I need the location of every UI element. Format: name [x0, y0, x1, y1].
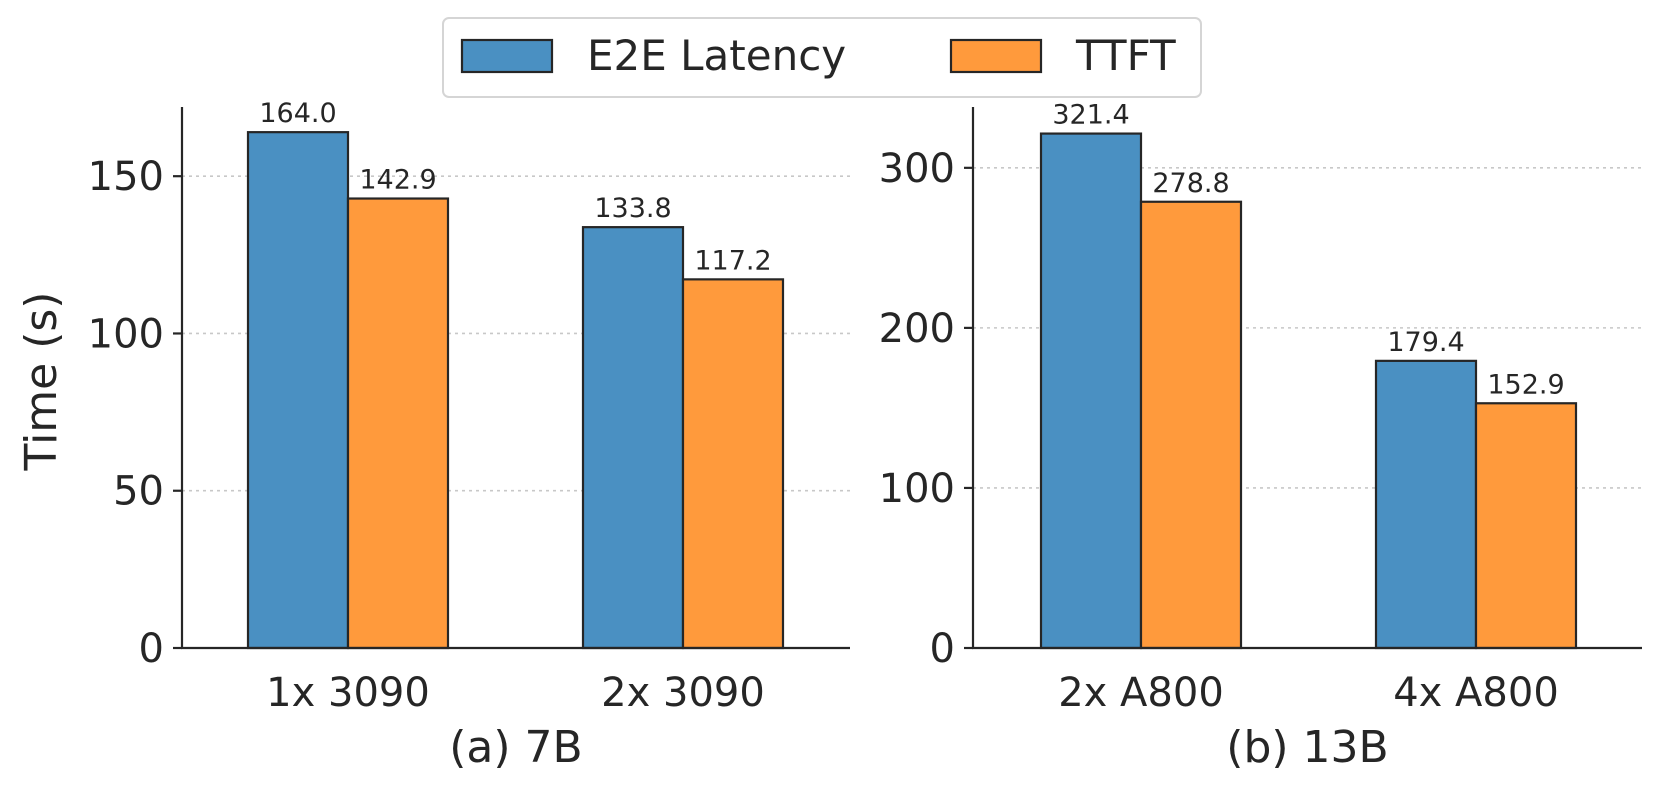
- category-label-a-0: 1x 3090: [266, 670, 430, 716]
- value-label-a-e2e-latency-0: 164.0: [259, 98, 336, 129]
- legend-label-e2e-latency: E2E Latency: [587, 31, 846, 80]
- panel-b: 321.4 278.8 2x A800 179.4 152.9 4x A800 0 100 20…: [879, 100, 1642, 773]
- bar-b-ttft-1: [1474, 402, 1578, 650]
- bar-b-e2e-latency-1: [1374, 359, 1478, 650]
- value-label-a-ttft-1: 117.2: [694, 245, 771, 276]
- category-label-b-0: 2x A800: [1058, 670, 1224, 716]
- y-tick-label-b-0: 0: [930, 626, 955, 672]
- legend-swatch-e2e-latency: [460, 38, 554, 74]
- value-label-b-e2e-latency-0: 321.4: [1052, 100, 1129, 131]
- y-tick-label-a-0: 0: [139, 626, 164, 672]
- legend: E2E Latency TTFT: [442, 17, 1202, 98]
- y-tick-label-b-2: 200: [879, 306, 955, 352]
- y-tick-label-b-1: 100: [879, 466, 955, 512]
- y-axis-label: Time (s): [16, 292, 67, 472]
- value-label-b-e2e-latency-1: 179.4: [1387, 327, 1464, 358]
- y-tick-label-b-3: 300: [879, 146, 955, 192]
- legend-swatch-ttft: [949, 38, 1043, 74]
- value-label-a-e2e-latency-1: 133.8: [594, 193, 671, 224]
- panel-title-a: (a) 7B: [449, 722, 582, 773]
- bar-b-e2e-latency-0: [1039, 132, 1143, 650]
- bar-b-ttft-0: [1139, 200, 1243, 650]
- category-label-a-1: 2x 3090: [601, 670, 765, 716]
- panel-title-b: (b) 13B: [1226, 722, 1388, 773]
- value-label-b-ttft-1: 152.9: [1487, 369, 1564, 400]
- y-tick-label-a-1: 50: [113, 469, 164, 515]
- y-tick-label-a-2: 100: [88, 311, 164, 357]
- value-label-a-ttft-0: 142.9: [359, 165, 436, 196]
- bar-a-e2e-latency-1: [581, 226, 685, 650]
- legend-frame: [442, 17, 1202, 98]
- bar-a-ttft-0: [346, 197, 450, 650]
- bar-a-ttft-1: [681, 278, 785, 650]
- panel-a: 164.0 142.9 1x 3090 133.8 117.2 2x 3090 0 50 100…: [88, 98, 850, 773]
- bar-a-e2e-latency-0: [246, 131, 350, 650]
- category-label-b-1: 4x A800: [1393, 670, 1559, 716]
- legend-label-ttft: TTFT: [1075, 31, 1176, 80]
- y-tick-label-a-3: 150: [88, 154, 164, 200]
- value-label-b-ttft-0: 278.8: [1152, 168, 1229, 199]
